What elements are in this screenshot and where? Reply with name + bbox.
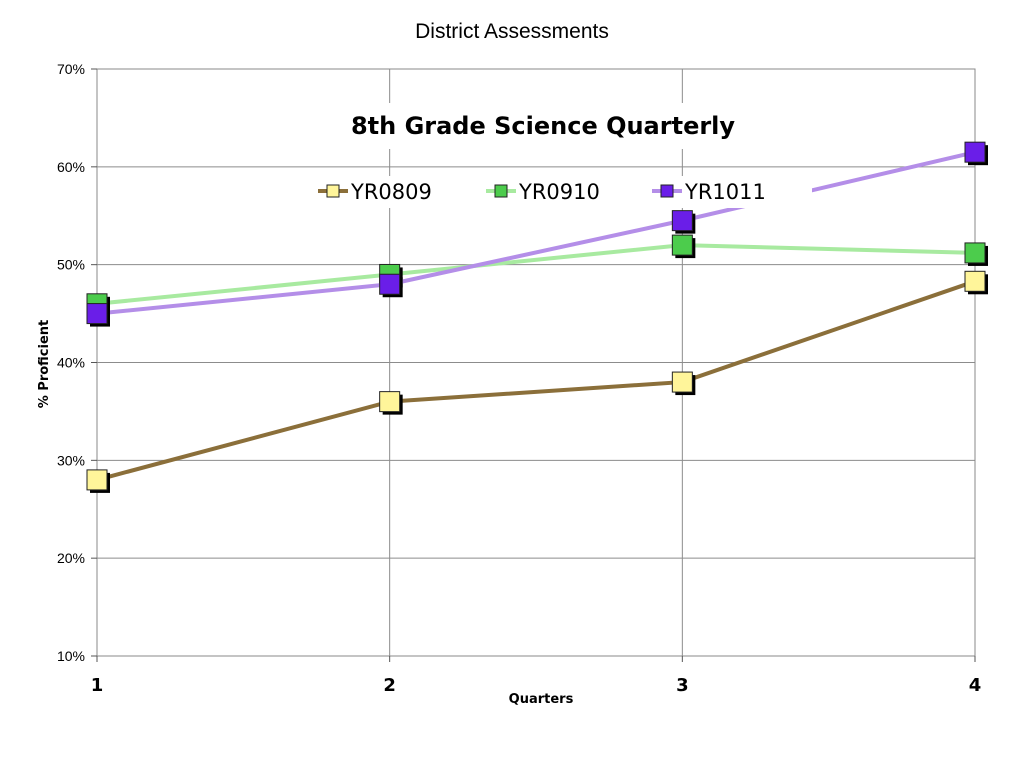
data-point xyxy=(86,303,108,325)
x-tick-label: 4 xyxy=(969,675,982,696)
y-tick-label: 70% xyxy=(57,61,85,77)
series-line xyxy=(96,279,976,482)
x-tick-label: 2 xyxy=(383,675,396,696)
x-axis-title: Quarters xyxy=(509,692,574,707)
legend-background xyxy=(312,176,812,208)
series-group xyxy=(86,141,988,493)
y-tick-label: 40% xyxy=(57,355,85,371)
series-yr1011 xyxy=(86,141,988,327)
chart-title-background xyxy=(330,103,760,149)
legend-label: YR0910 xyxy=(518,180,600,204)
data-point xyxy=(671,234,693,256)
data-point xyxy=(671,210,693,232)
legend-label: YR0809 xyxy=(350,180,432,204)
legend-entry-yr0910: YR0910 xyxy=(486,180,600,204)
legend-entry-yr0809: YR0809 xyxy=(318,180,432,204)
legend-marker xyxy=(326,184,340,198)
legend-label: YR1011 xyxy=(684,180,766,204)
series-line xyxy=(96,243,976,306)
legend: YR0809 YR0910 YR1011 xyxy=(312,176,812,208)
data-point xyxy=(86,469,108,491)
y-tick-label: 50% xyxy=(57,257,85,273)
legend-marker xyxy=(494,184,508,198)
data-point xyxy=(671,371,693,393)
y-axis-title: % Proficient xyxy=(37,320,52,409)
gridlines xyxy=(96,68,976,657)
x-axis: 1 2 3 4 xyxy=(91,656,982,696)
data-point xyxy=(964,242,986,264)
series-yr0809 xyxy=(86,270,988,493)
series-line xyxy=(96,150,976,316)
y-tick-label: 60% xyxy=(57,159,85,175)
y-axis: 10% 20% 30% 40% 50% 60% 70% xyxy=(57,61,97,664)
series-yr0910 xyxy=(86,234,988,317)
x-tick-label: 1 xyxy=(91,675,104,696)
data-point xyxy=(964,141,986,163)
legend-entry-yr1011: YR1011 xyxy=(652,180,766,204)
y-tick-label: 30% xyxy=(57,452,85,468)
data-point xyxy=(964,270,986,292)
legend-marker xyxy=(660,184,674,198)
x-tick-label: 3 xyxy=(676,675,689,696)
chart-title: 8th Grade Science Quarterly xyxy=(351,112,735,140)
slide-title: District Assessments xyxy=(415,20,609,43)
y-tick-label: 10% xyxy=(57,648,85,664)
data-point xyxy=(379,273,401,295)
data-point xyxy=(379,391,401,413)
y-tick-label: 20% xyxy=(57,550,85,566)
